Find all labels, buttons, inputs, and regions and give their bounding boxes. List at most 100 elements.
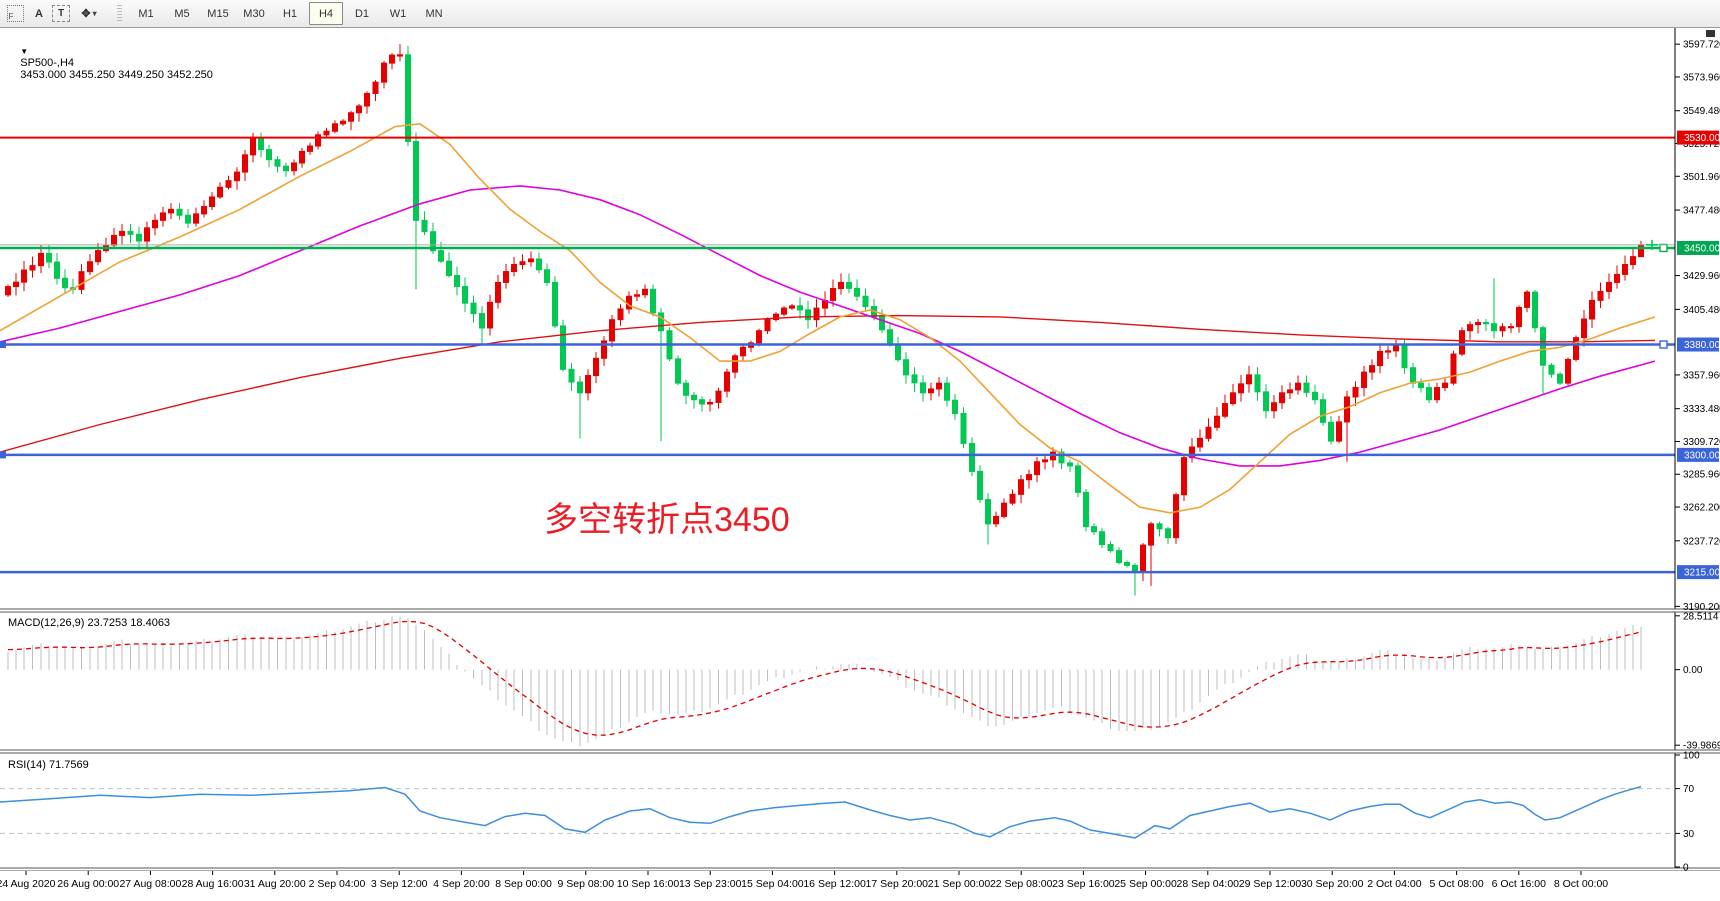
timeframe-button-d1[interactable]: D1 — [354, 7, 370, 20]
hline-handle[interactable] — [1659, 340, 1668, 349]
symbol-dropdown-icon[interactable]: ▼ — [20, 47, 29, 56]
candle-body — [650, 288, 656, 314]
time-axis-label: 22 Sep 08:00 — [990, 878, 1053, 890]
timeframe-button-m5[interactable]: M5 — [174, 7, 190, 20]
candle-body — [920, 382, 926, 394]
candle-body — [291, 162, 297, 172]
candle-body — [1058, 451, 1065, 464]
candle-body — [242, 154, 248, 173]
candle-body — [1344, 396, 1350, 423]
candle-body — [1034, 461, 1040, 476]
candle-body — [642, 288, 648, 296]
timeframe-button-w1[interactable]: W1 — [389, 7, 407, 20]
candle-body — [430, 231, 436, 252]
price-axis-label: 3190.200 — [1683, 602, 1720, 613]
candle-body — [1156, 523, 1163, 530]
candle-body — [389, 54, 395, 64]
candle-body — [421, 219, 428, 233]
candle-body — [805, 309, 811, 321]
rsi-panel-area[interactable] — [0, 755, 1675, 867]
panel-splitter[interactable] — [0, 750, 1720, 753]
timeframe-button-m15[interactable]: M15 — [207, 7, 229, 20]
candle-body — [307, 145, 313, 152]
timeframe-button-h1[interactable]: H1 — [282, 7, 298, 20]
candle-body — [1499, 326, 1506, 332]
candle-body — [903, 359, 909, 376]
hline-left-handle[interactable] — [0, 341, 6, 349]
text-box-icon[interactable]: T — [52, 5, 70, 22]
candle-body — [144, 227, 150, 242]
timeframe-button-m1[interactable]: M1 — [138, 7, 154, 20]
chart-annotation-text[interactable]: 多空转折点3450 — [544, 501, 790, 539]
candle-body — [936, 382, 942, 390]
toolbar-grip[interactable] — [117, 4, 122, 23]
candle-body — [1548, 364, 1555, 375]
candle-body — [405, 54, 411, 142]
symbol-ohlc-values: 3453.000 3455.250 3449.250 3452.250 — [20, 69, 213, 81]
price-axis-label: 3237.720 — [1683, 536, 1720, 547]
chart-window[interactable]: 3597.7203573.9603549.4803525.7203501.960… — [0, 28, 1720, 901]
candle-body — [29, 265, 36, 271]
hline-left-handle[interactable] — [0, 451, 6, 459]
panel-splitter[interactable] — [0, 609, 1720, 612]
candle-body — [348, 112, 354, 122]
candle-body — [1173, 494, 1179, 539]
rsi-axis-label: 70 — [1683, 784, 1695, 795]
candle-body — [1263, 391, 1269, 412]
candle-body — [1116, 550, 1122, 563]
candle-body — [136, 233, 142, 242]
candle-body — [487, 301, 493, 329]
candle-body — [1508, 326, 1514, 329]
candle-body — [1107, 544, 1114, 552]
candle-body — [773, 313, 779, 321]
candle-body — [1581, 318, 1587, 339]
candle-body — [1075, 465, 1081, 493]
price-badge-label: 3215.000 — [1684, 568, 1720, 579]
timeframe-button-m30[interactable]: M30 — [243, 7, 265, 20]
timeframe-toolbar: M1 M5 M15 M30 H1 H4 D1 W1 MN — [128, 2, 452, 25]
candle-body — [332, 123, 338, 132]
text-label-icon[interactable]: A — [35, 7, 43, 20]
macd-panel-area[interactable] — [0, 613, 1675, 749]
time-axis-label: 23 Sep 16:00 — [1052, 878, 1115, 890]
time-axis-label: 28 Aug 16:00 — [182, 878, 244, 890]
candle-body — [658, 312, 664, 332]
ma-fast-line — [0, 122, 1656, 514]
candle-body — [1165, 528, 1171, 539]
candle-body — [258, 137, 264, 151]
candle-body — [1401, 344, 1408, 369]
price-axis-label: 3357.960 — [1683, 370, 1720, 381]
candle-body — [1442, 382, 1448, 389]
time-axis-area[interactable] — [0, 871, 1720, 896]
candle-body — [495, 281, 501, 303]
candle-body — [1320, 399, 1326, 423]
candle-body — [797, 305, 803, 311]
candle-body — [340, 120, 346, 125]
candle-body — [5, 286, 11, 296]
time-axis-label: 24 Aug 2020 — [0, 878, 56, 890]
candle-body — [152, 219, 158, 229]
candle-body — [62, 277, 68, 289]
candle-body — [1459, 330, 1465, 355]
chart-foreground-icon[interactable]: F — [4, 4, 26, 24]
candle-body — [413, 140, 419, 221]
candle-body — [1516, 306, 1522, 328]
candle-body — [168, 208, 174, 214]
macd-indicator-label: MACD(12,26,9) 23.7253 18.4063 — [8, 617, 171, 629]
cursor-move-icon[interactable]: ✥ ▾ — [72, 4, 106, 24]
panel-splitter[interactable] — [0, 868, 1720, 871]
candle-body — [1181, 457, 1187, 496]
rsi-indicator-label: RSI(14) 71.7569 — [8, 759, 89, 771]
chart-canvas[interactable]: 3597.7203573.9603549.4803525.7203501.960… — [0, 28, 1720, 896]
candle-body — [266, 149, 272, 161]
timeframe-button-h4[interactable]: H4 — [309, 2, 343, 25]
candle-body — [397, 54, 403, 57]
timeframe-button-mn[interactable]: MN — [425, 7, 443, 20]
hline-handle[interactable] — [1659, 243, 1668, 253]
candle-body — [1434, 387, 1440, 401]
candle-body — [1099, 531, 1105, 546]
candle-body — [846, 281, 852, 289]
price-axis-label: 3333.480 — [1683, 404, 1720, 415]
candle-body — [111, 234, 117, 246]
candle-body — [969, 442, 975, 472]
